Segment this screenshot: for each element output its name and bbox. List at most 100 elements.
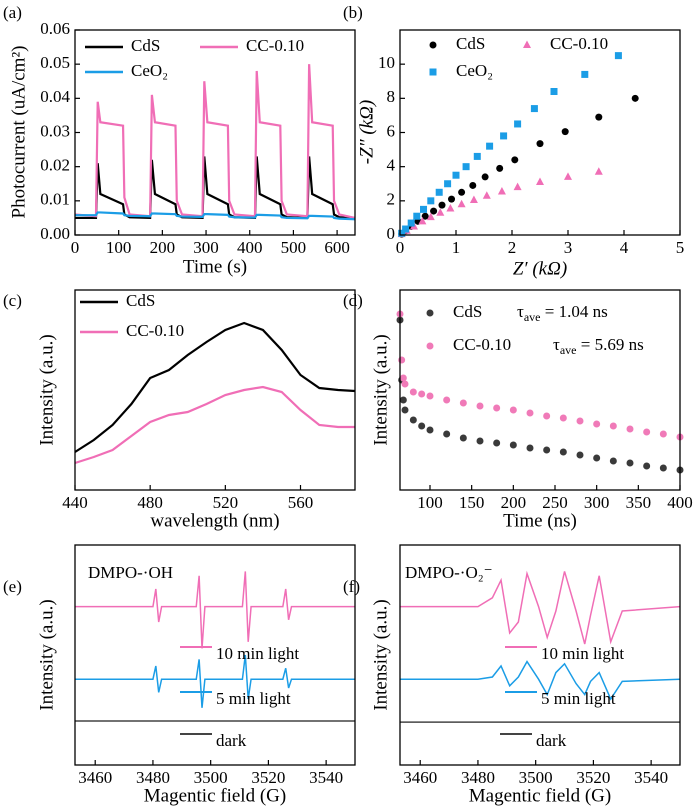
plot-frame: [399, 544, 681, 766]
x-tick-label: 5: [676, 238, 685, 257]
marker: [493, 439, 501, 447]
y-tick-label: 0.00: [40, 224, 70, 243]
marker: [543, 412, 551, 420]
marker: [452, 171, 460, 179]
legend-label: dark: [216, 731, 247, 750]
marker: [513, 182, 522, 191]
y-tick-label: 4: [387, 156, 396, 175]
marker: [564, 172, 572, 180]
marker: [448, 195, 456, 203]
x-axis-title: Magentic field (G): [469, 785, 611, 806]
series-line: [400, 660, 681, 701]
x-tick-label: 150: [459, 493, 485, 512]
marker: [609, 457, 617, 465]
marker: [593, 420, 601, 428]
legend-label: CdS: [131, 36, 160, 55]
y-axis-title: Intensity (a.u.): [36, 599, 57, 710]
y-tick-label: 0.05: [40, 53, 70, 72]
marker: [473, 152, 481, 160]
y-tick-label: 10: [378, 53, 395, 72]
marker: [581, 70, 589, 78]
marker: [443, 396, 451, 404]
marker: [435, 188, 443, 196]
marker: [626, 459, 634, 467]
marker: [614, 52, 622, 60]
marker: [413, 212, 421, 220]
marker: [476, 437, 484, 445]
x-tick-label: 3460: [78, 768, 112, 787]
legend-marker: [523, 40, 531, 48]
marker: [514, 120, 522, 128]
series-line: [75, 654, 355, 708]
x-tick-label: 480: [137, 493, 163, 512]
marker: [526, 444, 534, 452]
legend-marker: [426, 309, 434, 317]
marker: [536, 140, 544, 148]
marker: [526, 409, 534, 417]
x-tick-label: 4: [620, 238, 629, 257]
x-tick-label: 300: [193, 238, 219, 257]
legend-label: 10 min light: [216, 644, 299, 663]
panel-label: (a): [3, 3, 22, 22]
y-axis-title: Photocurrent (uA/cm²): [8, 46, 29, 219]
y-tick-label: 0.04: [40, 87, 70, 106]
legend-label: CdS: [126, 291, 155, 310]
marker: [593, 454, 601, 462]
legend-marker: [429, 41, 437, 49]
marker: [594, 167, 603, 175]
legend-label: CC-0.10: [550, 34, 608, 53]
marker: [509, 441, 517, 449]
x-tick-label: 3500: [194, 768, 228, 787]
annotation-sub: ave: [560, 343, 577, 357]
plot-frame: [74, 289, 356, 491]
x-tick-label: 0: [71, 238, 80, 257]
legend-label: 5 min light: [216, 689, 291, 708]
y-tick-label: 0: [387, 224, 396, 243]
panel-label: (f): [343, 577, 360, 596]
x-tick-label: 400: [667, 493, 693, 512]
marker: [469, 181, 477, 189]
y-tick-label: 2: [387, 190, 396, 209]
marker: [407, 219, 415, 227]
x-tick-label: 3460: [403, 768, 437, 787]
annotation-symbol: τ: [553, 335, 560, 354]
x-tick-label: 440: [62, 493, 88, 512]
y-tick-label: 6: [387, 121, 396, 140]
x-tick-label: 200: [501, 493, 527, 512]
marker: [511, 156, 519, 164]
legend-label: CC-0.10: [246, 36, 304, 55]
marker: [398, 229, 406, 237]
y-axis-title: Intensity (a.u.): [36, 334, 57, 445]
x-tick-label: 400: [237, 238, 263, 257]
marker: [482, 191, 491, 199]
series-line: [74, 321, 356, 453]
y-tick-label: 0.06: [40, 19, 70, 38]
plot-frame: [399, 289, 681, 491]
series-line: [75, 571, 355, 649]
marker: [609, 422, 617, 430]
marker: [462, 163, 470, 171]
series-line: [75, 211, 356, 221]
marker: [536, 177, 544, 186]
legend-label: 5 min light: [541, 689, 616, 708]
marker: [402, 225, 410, 233]
marker: [444, 180, 452, 188]
x-tick-label: 350: [626, 493, 652, 512]
marker: [576, 451, 584, 459]
marker: [496, 164, 504, 172]
marker: [493, 404, 501, 412]
marker: [399, 374, 407, 382]
x-tick-label: 3: [564, 238, 573, 257]
legend-label: CdS: [453, 302, 482, 321]
marker: [418, 216, 427, 225]
legend-label: CC-0.10: [126, 321, 184, 340]
marker: [457, 199, 466, 208]
marker: [446, 204, 455, 212]
marker: [458, 188, 466, 196]
marker: [500, 132, 508, 140]
legend-marker: [426, 342, 434, 350]
marker: [426, 392, 434, 400]
annotation: τave = 5.69 ns: [553, 335, 644, 357]
marker: [550, 88, 558, 95]
annotation: DMPO-·OH: [88, 563, 173, 582]
